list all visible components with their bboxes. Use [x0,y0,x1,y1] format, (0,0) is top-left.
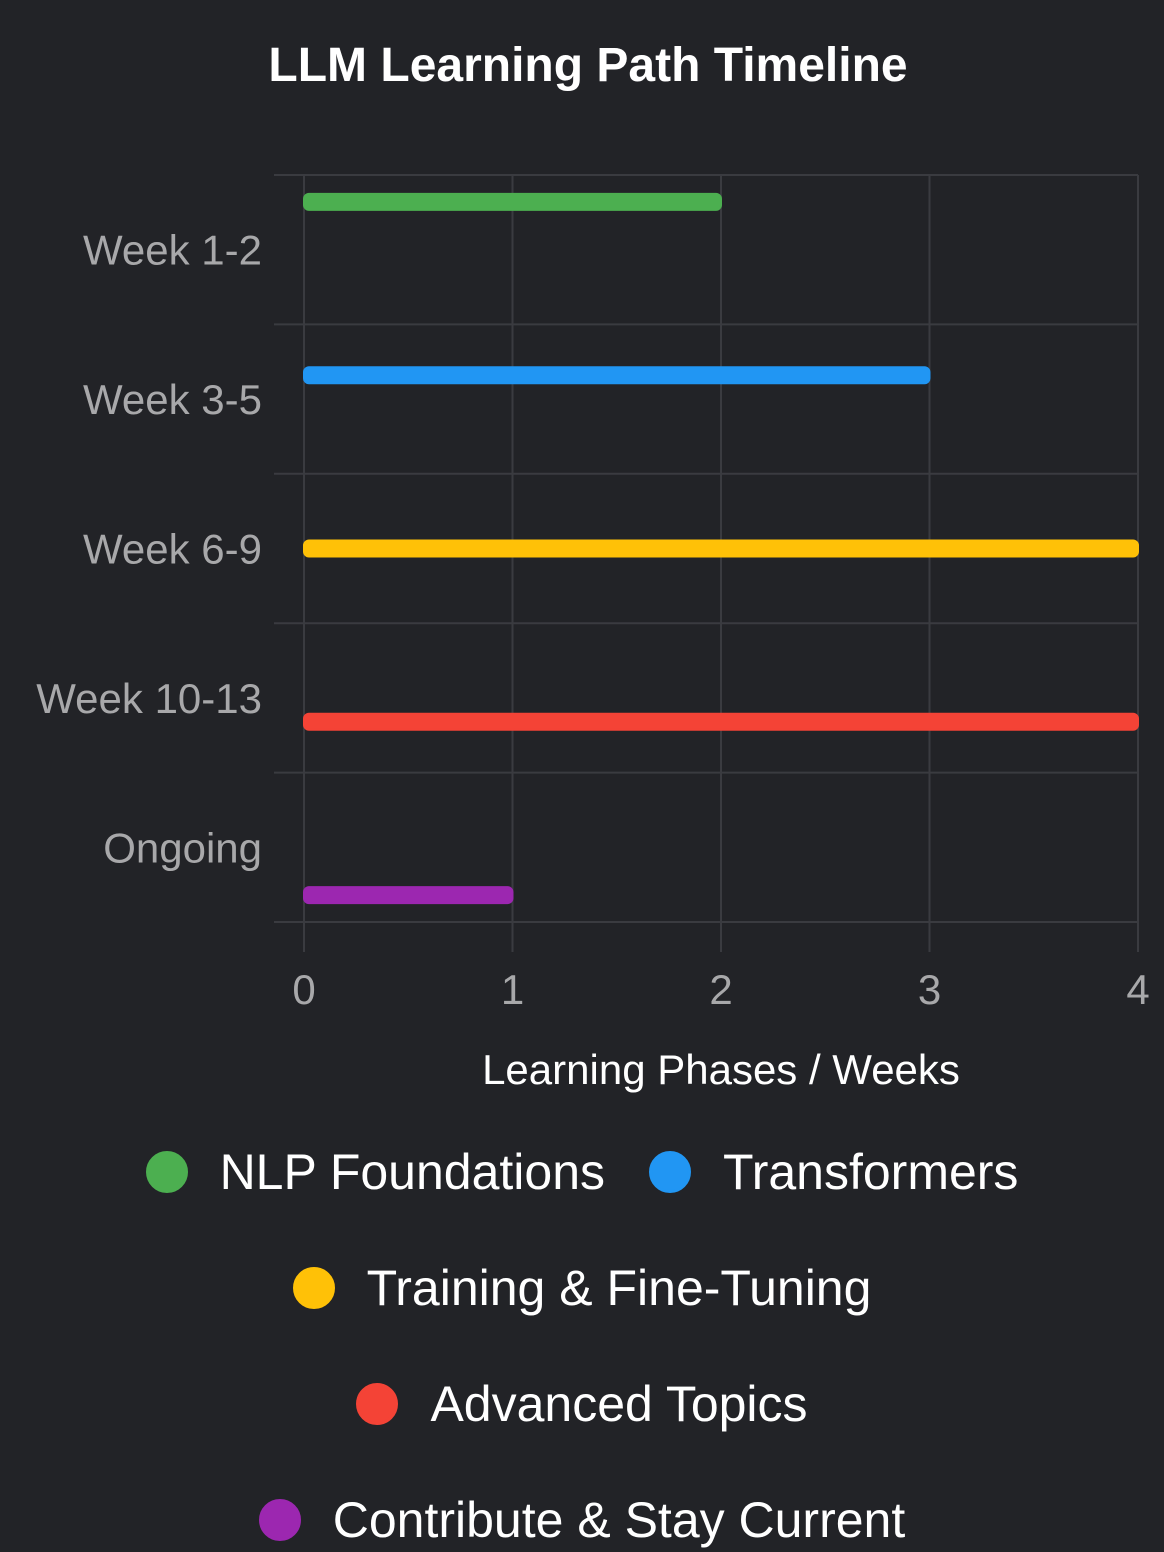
x-tick-label: 1 [501,966,524,1013]
legend-label: Advanced Topics [430,1376,808,1432]
bars [303,192,1139,905]
bar-advanced-topics [303,712,1139,731]
y-tick-label: Week 10-13 [36,675,262,722]
x-tick-label: 4 [1126,966,1149,1013]
y-axis-tick-labels: Week 1-2 Week 3-5 Week 6-9 Week 10-13 Ongoin… [36,227,262,872]
legend-swatch-icon [258,1499,301,1541]
y-tick-label: Week 1-2 [83,227,262,274]
legend-swatch-icon [292,1267,335,1309]
chart-legend: NLP Foundations Transformers Training & Fi… [0,1140,1164,1552]
legend-label: Training & Fine-Tuning [366,1260,872,1316]
legend-item[interactable]: Advanced Topics [356,1372,808,1436]
grid-lines [274,174,1139,952]
legend-label: NLP Foundations [219,1144,606,1200]
legend-item[interactable]: Training & Fine-Tuning [292,1256,872,1320]
x-tick-label: 0 [292,966,315,1013]
legend-label: Contribute & Stay Current [332,1492,906,1548]
y-tick-label: Week 3-5 [83,376,262,423]
bar-chart-plot: Week 1-2 Week 3-5 Week 6-9 Week 10-13 Ongoin… [36,174,1150,1093]
x-tick-label: 2 [709,966,732,1013]
bar-contribute-stay-current [303,886,514,905]
legend-swatch-icon [356,1383,399,1425]
bar-transformers [303,366,931,385]
bar-training-fine-tuning [303,539,1139,558]
legend-label: Transformers [723,1144,1019,1200]
y-tick-label: Ongoing [103,824,262,871]
x-tick-label: 3 [918,966,941,1013]
bar-nlp-foundations [303,192,722,211]
x-axis-tick-labels: 0 1 2 3 4 [292,966,1149,1013]
legend-item[interactable]: NLP Foundations [145,1140,606,1204]
legend-swatch-icon [649,1151,692,1193]
y-tick-label: Week 6-9 [83,526,262,573]
legend-item[interactable]: Transformers [649,1140,1018,1204]
x-axis-label: Learning Phases / Weeks [482,1046,960,1093]
legend-item[interactable]: Contribute & Stay Current [258,1488,906,1552]
legend-swatch-icon [145,1151,188,1193]
chart-title: LLM Learning Path Timeline [268,39,908,92]
